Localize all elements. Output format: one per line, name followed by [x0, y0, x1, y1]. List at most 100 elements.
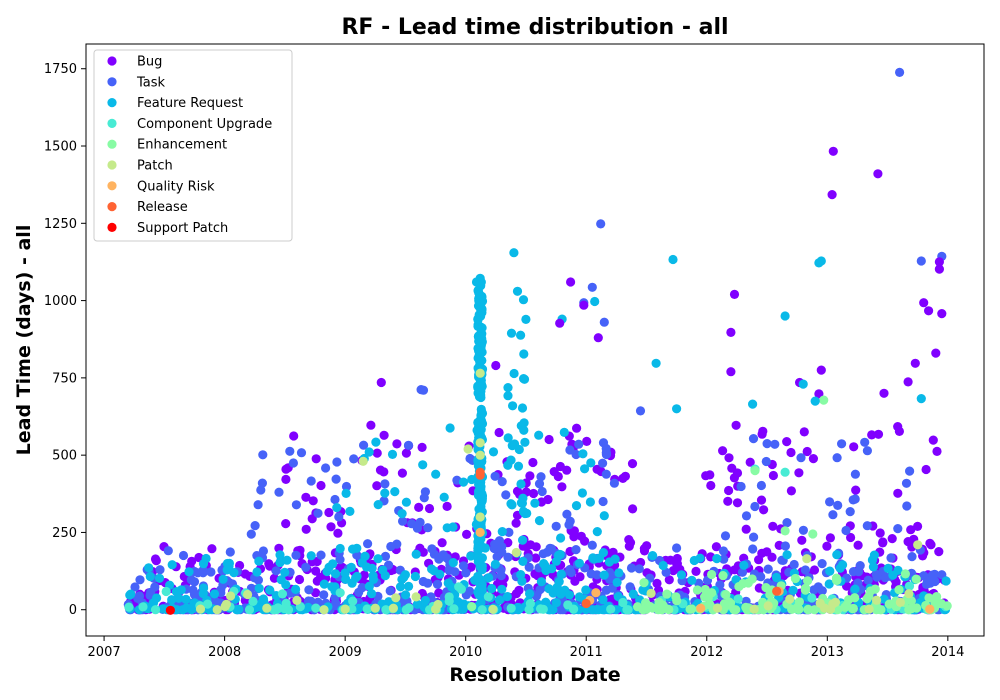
point-patch — [802, 554, 812, 564]
point-patch — [226, 591, 236, 601]
point-feature-request — [201, 553, 211, 564]
point-bug — [706, 480, 716, 491]
x-tick-label: 2009 — [329, 645, 362, 660]
point-component-upgrade — [807, 593, 817, 603]
point-feature-request — [593, 605, 604, 615]
point-task — [363, 539, 373, 549]
point-bug — [768, 521, 778, 531]
point-feature-request — [551, 598, 562, 608]
point-feature-request — [364, 581, 374, 591]
point-feature-request — [712, 554, 722, 564]
point-bug — [294, 574, 305, 585]
point-task — [609, 478, 620, 488]
point-feature-request — [401, 590, 411, 600]
point-bug — [724, 453, 734, 463]
point-feature-request — [171, 587, 181, 597]
point-enhancement — [808, 529, 818, 539]
point-feature-request — [387, 449, 398, 459]
point-bug — [375, 465, 386, 475]
point-task — [863, 575, 873, 585]
point-task — [862, 446, 873, 456]
legend-label-support-patch: Support Patch — [137, 221, 228, 236]
y-axis: 0 250 500 750 1000 1250 1500 1750 — [44, 62, 86, 618]
point-patch — [475, 450, 485, 460]
point-bug — [794, 468, 804, 478]
point-task — [359, 440, 369, 450]
point-enhancement — [894, 585, 904, 595]
point-bug — [797, 535, 807, 545]
point-feature-request — [687, 575, 697, 586]
point-task — [927, 573, 937, 584]
point-feature-request — [545, 605, 555, 615]
point-task — [497, 542, 507, 552]
point-component-upgrade — [203, 599, 213, 609]
point-task — [398, 516, 408, 526]
point-feature-request — [598, 548, 609, 558]
point-task — [188, 585, 198, 595]
point-task — [860, 437, 870, 447]
point-component-upgrade — [483, 592, 493, 602]
point-feature-request — [488, 447, 499, 457]
point-bug — [316, 480, 326, 491]
point-bug — [786, 486, 797, 496]
point-task — [186, 575, 196, 585]
point-bug — [875, 528, 885, 538]
point-task — [418, 576, 428, 587]
point-enhancement — [703, 593, 713, 603]
point-feature-request — [580, 464, 590, 474]
point-task — [331, 474, 341, 484]
point-task — [565, 516, 575, 526]
point-feature-request — [348, 544, 358, 554]
point-feature-request — [519, 374, 530, 384]
point-bug — [576, 531, 586, 541]
point-patch — [913, 540, 923, 550]
y-tick-label: 250 — [52, 526, 77, 541]
point-task — [841, 525, 851, 536]
point-task — [332, 457, 342, 467]
point-feature-request — [412, 599, 422, 609]
point-task — [306, 476, 316, 486]
point-patch — [785, 594, 795, 604]
point-bug — [718, 446, 728, 456]
point-task — [780, 541, 791, 551]
point-task — [720, 531, 731, 541]
point-enhancement — [718, 571, 728, 581]
point-feature-request — [198, 589, 208, 599]
point-feature-request — [503, 383, 513, 393]
point-task — [598, 496, 608, 507]
point-bug — [424, 503, 435, 514]
point-feature-request — [474, 346, 484, 356]
point-feature-request — [281, 580, 291, 590]
point-task — [135, 575, 145, 585]
point-task — [789, 559, 799, 570]
point-bug — [366, 420, 376, 430]
point-bug — [466, 562, 476, 572]
point-patch — [511, 547, 521, 558]
point-feature-request — [291, 584, 301, 595]
point-feature-request — [368, 574, 379, 585]
point-task — [798, 525, 809, 535]
y-tick-label: 1500 — [44, 140, 77, 155]
point-task — [719, 554, 729, 564]
point-task — [748, 544, 758, 554]
point-feature-request — [181, 594, 191, 605]
point-bug — [664, 575, 674, 585]
point-bug — [757, 429, 767, 439]
point-feature-request — [592, 527, 602, 537]
point-task — [886, 553, 896, 563]
point-bug — [639, 546, 650, 556]
point-component-upgrade — [124, 602, 134, 612]
legend-label-enhancement: Enhancement — [137, 138, 227, 153]
point-enhancement — [639, 578, 649, 588]
point-task — [901, 478, 912, 488]
point-feature-request — [888, 570, 898, 580]
point-feature-request — [518, 535, 528, 545]
point-feature-request — [520, 437, 530, 447]
point-patch — [904, 589, 914, 599]
x-tick-label: 2008 — [208, 645, 241, 660]
point-bug — [726, 367, 736, 377]
point-task — [461, 568, 471, 578]
point-feature-request — [384, 597, 394, 607]
point-bug — [494, 427, 504, 438]
point-task — [855, 561, 865, 571]
